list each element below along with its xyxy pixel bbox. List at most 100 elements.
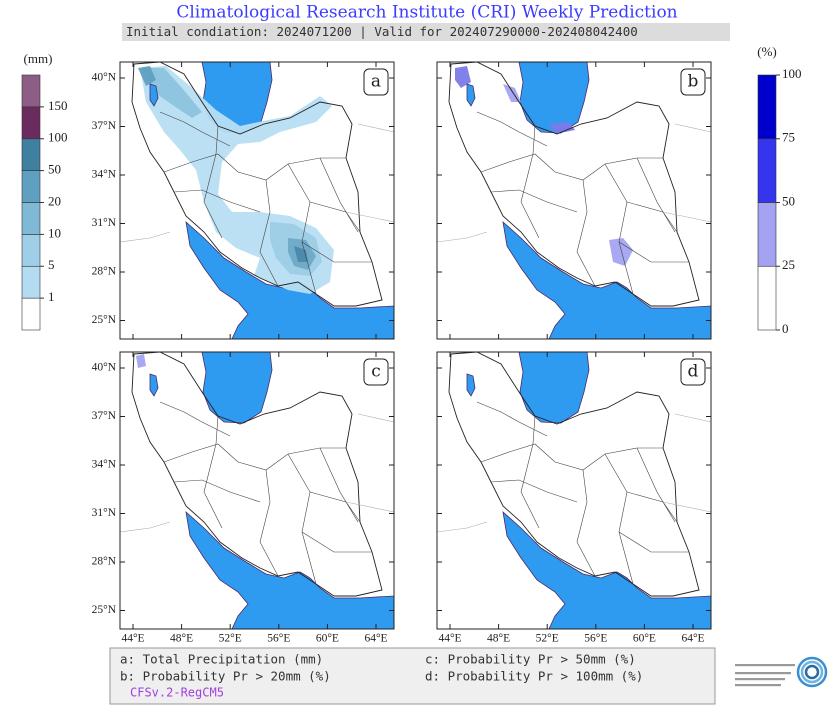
neighbor-border	[119, 123, 395, 243]
legend-item: c: Probability Pr > 50mm (%)	[425, 652, 636, 667]
province-border	[173, 189, 261, 213]
colorbar-segment	[21, 297, 41, 331]
subtitle-box	[122, 23, 730, 41]
legend-item: a: Total Precipitation (mm)	[120, 652, 323, 667]
precip-shading	[136, 354, 146, 368]
province-border	[476, 401, 548, 437]
colorbar-label: 25	[782, 257, 795, 272]
colorbar-label: 5	[48, 257, 55, 272]
lat-label: 37°N	[92, 120, 117, 132]
precip-shading	[549, 122, 575, 134]
country-border	[131, 61, 383, 307]
logo-ring	[796, 656, 828, 688]
panel-frame	[436, 351, 712, 630]
lat-label: 40°N	[92, 362, 117, 374]
colorbar-label: 100	[782, 66, 802, 81]
logo-ring	[804, 664, 820, 680]
lat-label: 25°N	[92, 314, 117, 326]
lon-label: 44°E	[121, 633, 144, 645]
lon-label: 64°E	[681, 633, 704, 645]
panel-label: a	[371, 72, 381, 92]
province-border	[173, 479, 261, 503]
panel-frame	[119, 61, 395, 340]
province-border	[203, 125, 223, 239]
colorbar-label: 20	[48, 193, 61, 208]
lon-label: 52°E	[536, 633, 559, 645]
logo-text-line	[735, 678, 785, 681]
country-border	[448, 351, 700, 597]
sea	[518, 351, 590, 424]
colorbar-segment	[21, 74, 41, 108]
logo-text-line	[735, 664, 795, 667]
logo-text-line	[735, 684, 781, 687]
province-border	[576, 179, 596, 287]
colorbar-label: 50	[782, 193, 795, 208]
province-border	[520, 125, 540, 239]
subtitle: Initial condiation: 2024071200 | Valid f…	[126, 24, 638, 39]
lat-label: 34°N	[92, 459, 117, 471]
precip-shading	[142, 68, 202, 118]
lake	[149, 83, 159, 107]
province-border	[319, 447, 359, 523]
panel-frame	[119, 351, 395, 630]
lake	[149, 373, 159, 397]
colorbar-segment	[757, 138, 777, 203]
legend-item: b: Probability Pr > 20mm (%)	[120, 669, 331, 684]
panel-label: b	[688, 72, 699, 92]
lon-label: 48°E	[487, 633, 510, 645]
province-border	[259, 179, 279, 287]
province-border	[301, 241, 372, 263]
province-border	[604, 163, 634, 295]
lat-label: 37°N	[92, 410, 117, 422]
logo-ring	[800, 660, 824, 684]
legend-item: d: Probability Pr > 100mm (%)	[425, 669, 643, 684]
province-border	[159, 401, 231, 437]
province-border	[301, 531, 372, 553]
province-border	[576, 469, 596, 577]
precip-shading	[138, 66, 156, 86]
sea	[185, 220, 395, 340]
province-border	[480, 443, 663, 471]
province-border	[480, 153, 663, 181]
lat-label: 28°N	[92, 556, 117, 568]
lat-label: 31°N	[92, 507, 117, 519]
province-border	[287, 453, 317, 585]
lake	[466, 83, 476, 107]
panel-label-box	[680, 358, 706, 386]
province-border	[163, 153, 346, 181]
province-border	[163, 443, 346, 471]
colorbar-segment	[21, 106, 41, 140]
lat-label: 40°N	[92, 72, 117, 84]
panel-label-box	[363, 68, 389, 96]
lon-label: 56°E	[267, 633, 290, 645]
sea	[185, 510, 395, 630]
province-border	[203, 415, 223, 529]
logo	[735, 656, 828, 688]
province-border	[604, 453, 634, 585]
colorbar-segment	[21, 202, 41, 235]
map-panel: c 40°N 37°N 34°N 31°N 28°N 25°N 44°E 48°E 52°E 56°…	[92, 351, 395, 645]
lon-label: 60°E	[633, 633, 656, 645]
province-border	[618, 531, 689, 553]
sea	[518, 61, 590, 134]
colorbar-segment	[21, 234, 41, 267]
lon-label: 44°E	[438, 633, 461, 645]
logo-text-line	[735, 672, 791, 675]
lon-label: 56°E	[584, 633, 607, 645]
colorbar-segment	[21, 265, 41, 299]
lon-label: 48°E	[170, 633, 193, 645]
panel-label: c	[371, 362, 381, 382]
colorbar-segment	[21, 138, 41, 171]
colorbar-label: 10	[48, 225, 61, 240]
lat-label: 28°N	[92, 266, 117, 278]
lat-label: 25°N	[92, 604, 117, 616]
lat-label: 34°N	[92, 169, 117, 181]
lon-label: 60°E	[316, 633, 339, 645]
panel-label-box	[363, 358, 389, 386]
colorbar-segment	[21, 170, 41, 203]
province-border	[490, 479, 578, 503]
colorbar-label: 150	[48, 98, 68, 113]
country-border	[131, 351, 383, 597]
map-panel: b	[436, 61, 712, 340]
